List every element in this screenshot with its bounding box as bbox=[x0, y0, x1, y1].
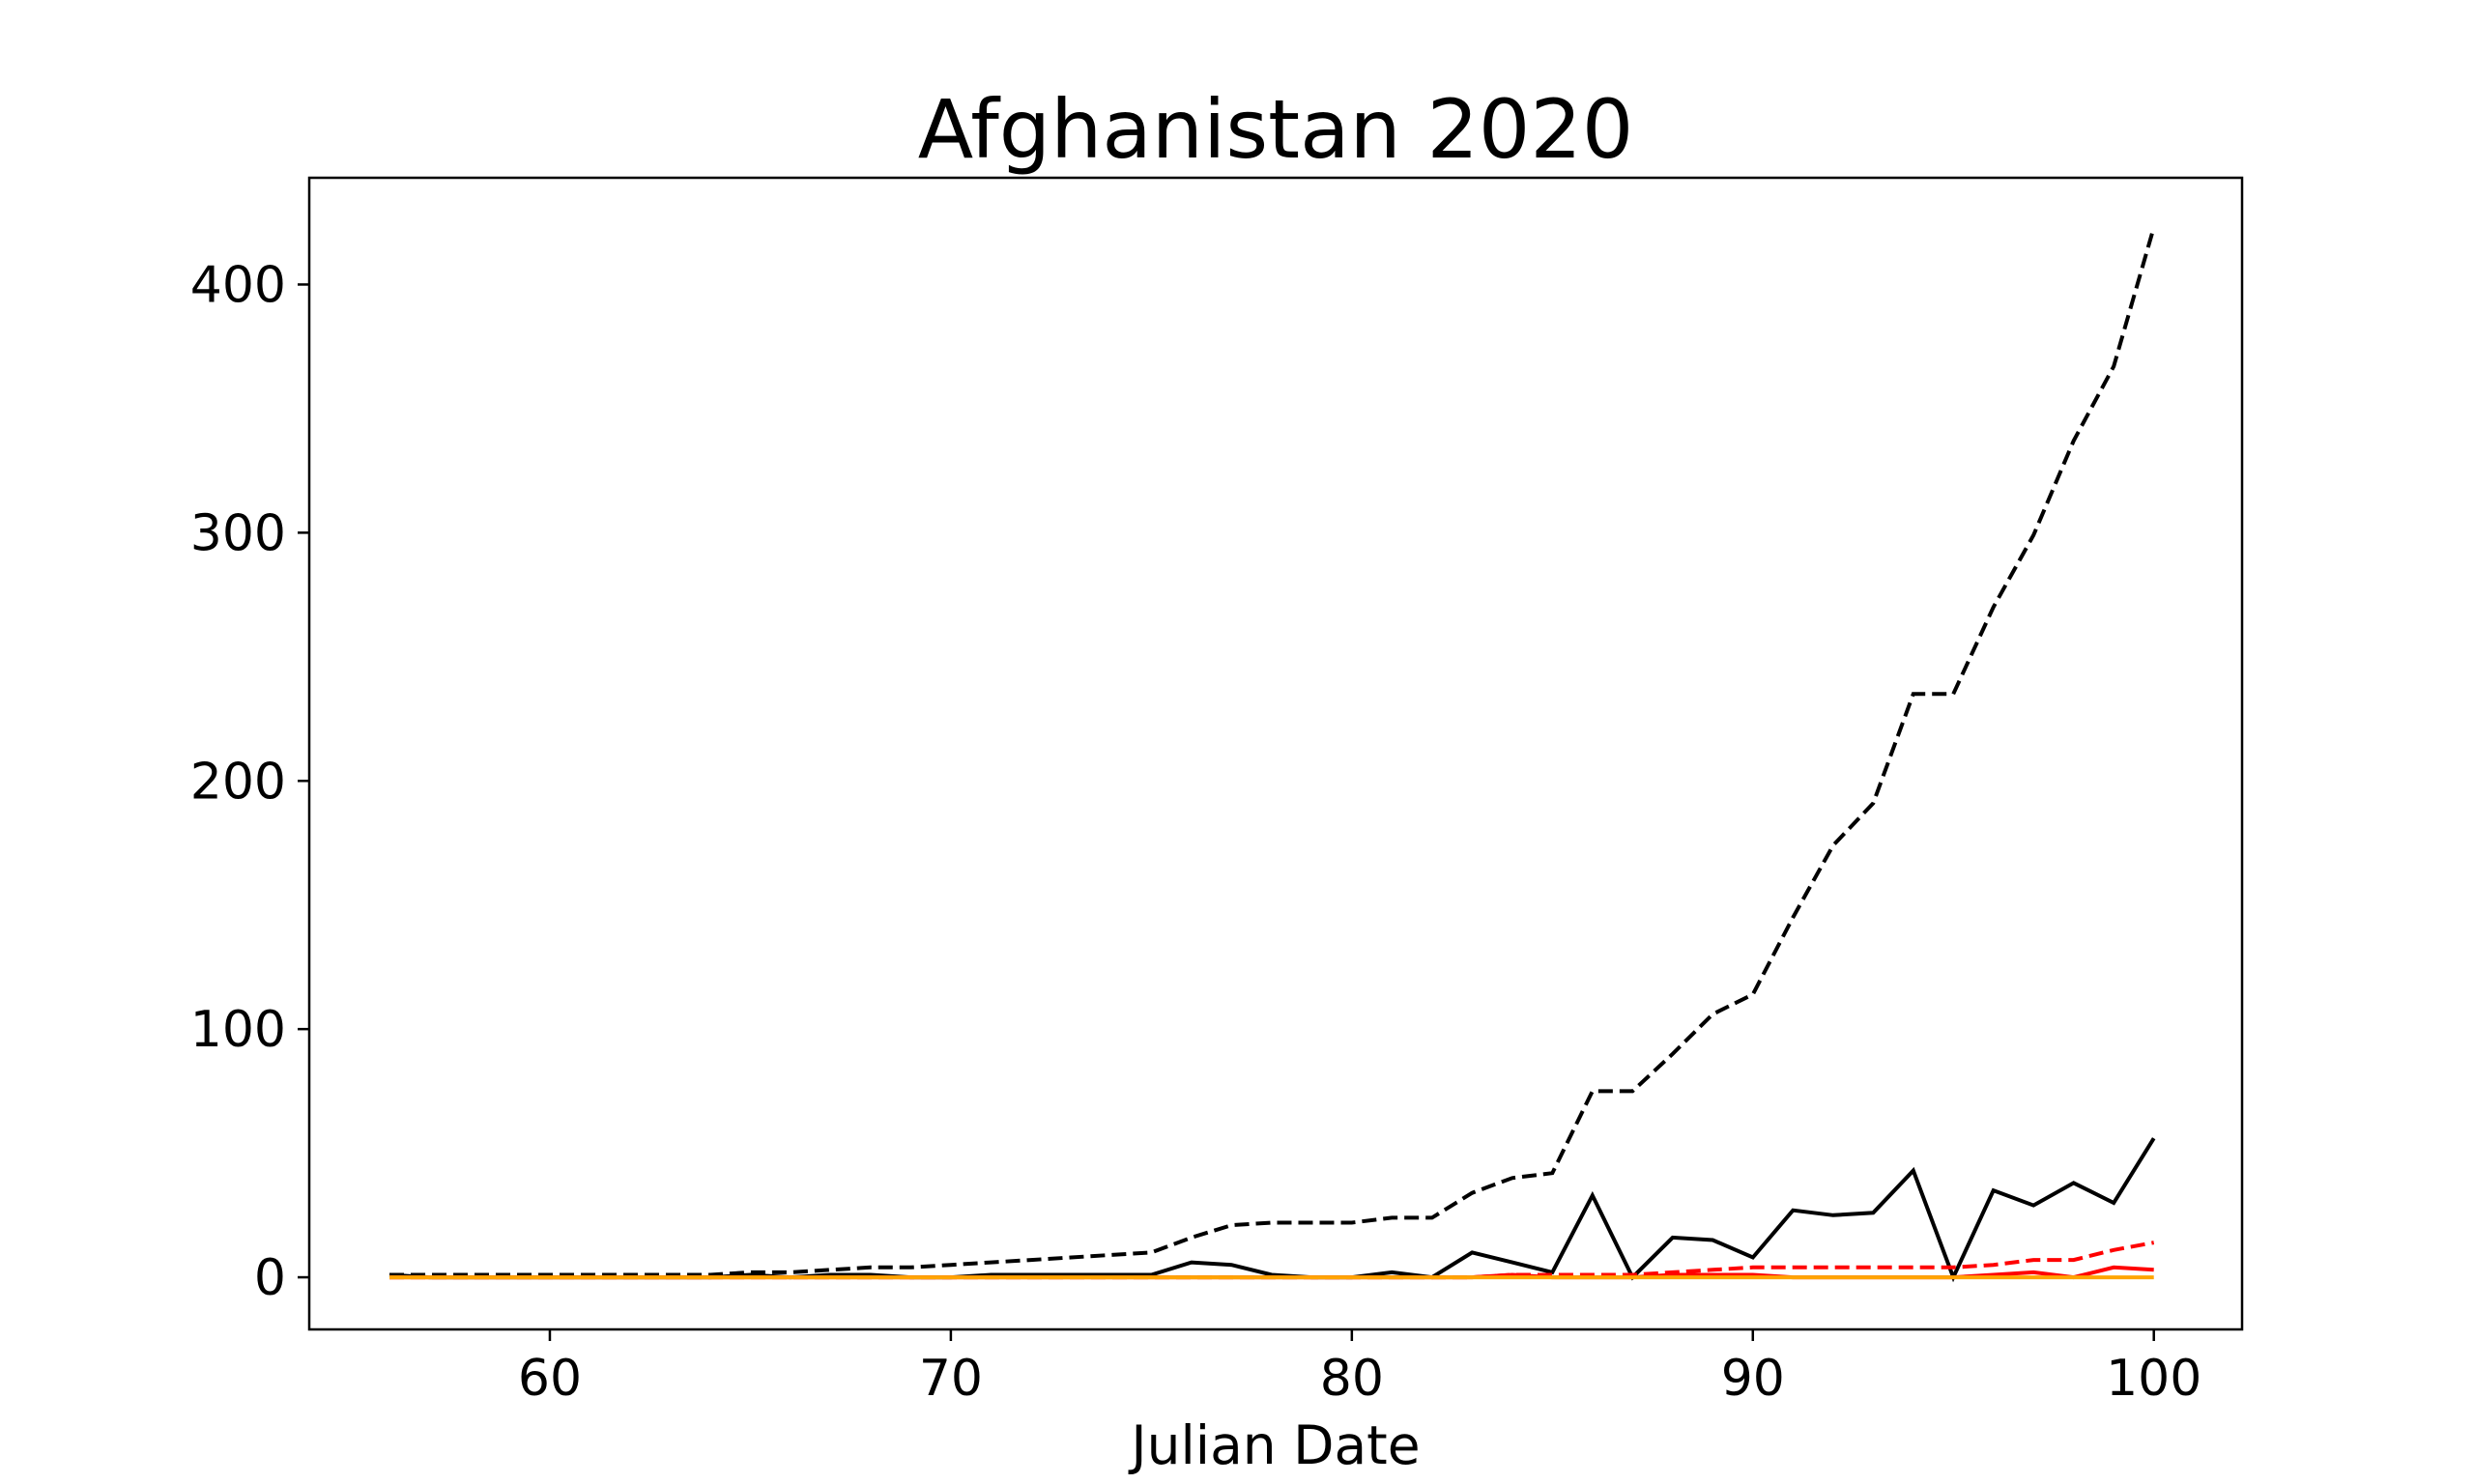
plot-frame bbox=[307, 176, 2244, 1331]
y-tick-label: 200 bbox=[190, 753, 286, 811]
y-tick-label: 400 bbox=[190, 256, 286, 314]
x-tick-label: 60 bbox=[518, 1350, 582, 1408]
y-axis: 0 100 200 300 400 bbox=[190, 256, 309, 1307]
x-tick-label: 80 bbox=[1320, 1350, 1384, 1408]
y-tick-label: 100 bbox=[190, 1001, 286, 1059]
series-layer bbox=[388, 226, 2156, 1283]
series-line-0 bbox=[389, 226, 2156, 1277]
y-tick-label: 300 bbox=[190, 504, 286, 562]
x-tick-label: 70 bbox=[919, 1350, 983, 1408]
chart-title: Afghanistan 2020 bbox=[918, 82, 1634, 177]
x-axis-label: Julian Date bbox=[1128, 1414, 1420, 1476]
series-line-1 bbox=[388, 1137, 2156, 1283]
y-tick-label: 0 bbox=[254, 1249, 286, 1307]
x-tick-label: 100 bbox=[2106, 1350, 2201, 1408]
x-tick-label: 90 bbox=[1721, 1350, 1785, 1408]
series-line-2 bbox=[389, 1241, 2155, 1280]
x-axis: 60 70 80 90 100 bbox=[518, 1329, 2201, 1408]
